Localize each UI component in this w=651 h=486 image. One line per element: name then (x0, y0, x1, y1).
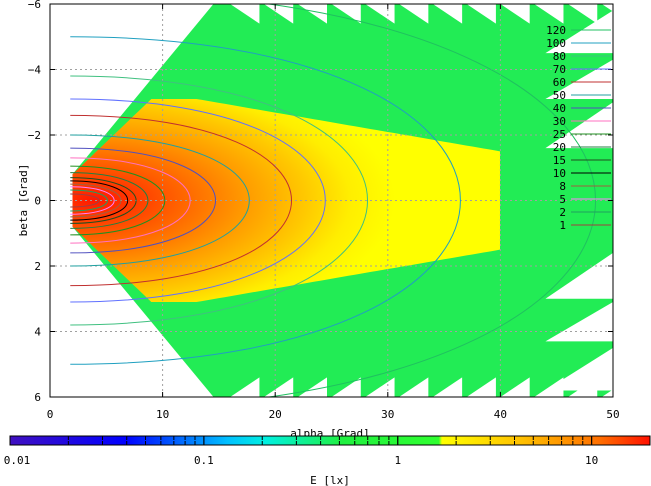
y-tick-label: 2 (34, 260, 41, 273)
contour-line (70, 180, 129, 221)
plot-area (50, 4, 613, 397)
x-tick-label: 50 (606, 408, 619, 421)
sawtooth-notch (567, 377, 598, 397)
legend-label: 30 (553, 115, 566, 128)
sawtooth-notch (466, 4, 496, 24)
sawtooth-notch (399, 377, 429, 397)
legend-label: 120 (546, 24, 566, 37)
sawtooth-notch (534, 377, 564, 397)
contour-line (70, 147, 216, 254)
legend-label: 8 (559, 180, 566, 193)
y-tick-label: −2 (28, 129, 41, 142)
x-tick-label: 30 (381, 408, 394, 421)
y-tick-label: 6 (34, 391, 41, 404)
sawtooth-notch (263, 377, 294, 397)
legend-label: 25 (553, 128, 566, 141)
grid-lines (50, 4, 613, 397)
sawtooth-notch (545, 10, 613, 54)
legend-label: 50 (553, 89, 566, 102)
contour-line (70, 177, 137, 224)
legend-label: 2 (559, 206, 566, 219)
sawtooth-notch (432, 4, 463, 24)
contour-line (70, 193, 100, 208)
y-tick-label: 0 (34, 195, 41, 208)
legend-label: 1 (559, 219, 566, 232)
x-tick-label: 10 (156, 408, 169, 421)
legend-label: 100 (546, 37, 566, 50)
sawtooth-notch (365, 377, 395, 397)
sawtooth-notch (545, 252, 613, 299)
colorbar-ticks: 0.01 0.1 1 10 (4, 436, 651, 467)
x-tick-label: 20 (269, 408, 282, 421)
contour-line (70, 134, 250, 267)
contour-lines (70, 4, 596, 397)
legend-label: 20 (553, 141, 566, 154)
contour-line (70, 75, 368, 326)
y-tick-label: −4 (28, 64, 42, 77)
sawtooth-notch (331, 377, 361, 397)
sawtooth-notch (534, 4, 564, 24)
sawtooth-notch (331, 4, 361, 24)
contour-line (264, 4, 596, 397)
sawtooth-notch (601, 4, 613, 12)
sawtooth-notch (230, 4, 260, 24)
y-tick-label: 4 (34, 326, 41, 339)
contour-line (70, 157, 191, 244)
contour-line (70, 183, 122, 218)
sawtooth-notch (365, 4, 395, 24)
colorbar-tick-label: 0.1 (194, 454, 214, 467)
legend-label: 40 (553, 102, 566, 115)
colorbar-title: E [lx] (310, 474, 350, 486)
contour-line (70, 98, 326, 303)
colorbar-tick-label: 1 (394, 454, 401, 467)
legend-label: 80 (553, 50, 566, 63)
x-tick-label: 40 (494, 408, 507, 421)
sawtooth-notch (466, 377, 496, 397)
contour-line (70, 114, 293, 287)
y-tick-label: −6 (28, 0, 41, 11)
legend-label: 10 (553, 167, 566, 180)
sawtooth-notch (297, 377, 327, 397)
sawtooth-notch (545, 102, 613, 149)
contour-line (70, 172, 149, 229)
contour-line (70, 189, 108, 212)
sawtooth-notch (230, 377, 260, 397)
sawtooth-notch (432, 377, 463, 397)
sawtooth-notch (263, 4, 294, 24)
colorbar (9, 435, 651, 446)
legend-label: 15 (553, 154, 566, 167)
sawtooth-notch (399, 4, 429, 24)
x-tick-label: 0 (47, 408, 54, 421)
colorbar-tick-label: 0.01 (4, 454, 31, 467)
y-axis-title: beta [Grad] (17, 164, 30, 237)
legend-label: 60 (553, 76, 566, 89)
contour-line (70, 186, 115, 215)
sawtooth-notch (500, 377, 530, 397)
sawtooth-notch (601, 389, 613, 397)
legend-label: 5 (559, 193, 566, 206)
sawtooth-notch (567, 4, 598, 24)
sawtooth-notch (500, 4, 530, 24)
legend-label: 70 (553, 63, 566, 76)
sawtooth-notch (545, 347, 613, 391)
colorbar-tick-label: 10 (585, 454, 598, 467)
sawtooth-notch (545, 59, 613, 99)
sawtooth-notch (297, 4, 327, 24)
contour-line (70, 36, 461, 365)
contour-line (70, 165, 166, 236)
